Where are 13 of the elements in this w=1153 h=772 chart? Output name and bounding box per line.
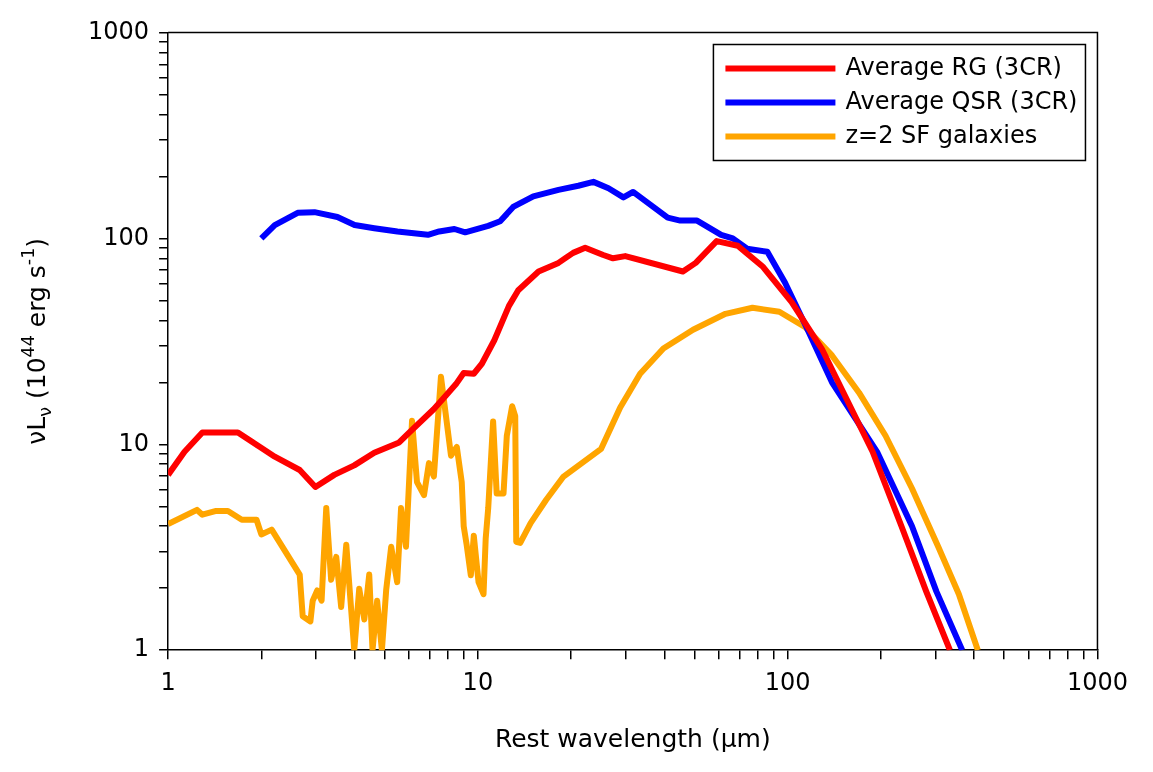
x-tick-label: 100 (764, 667, 811, 696)
x-tick-label: 1 (160, 667, 176, 696)
y-tick-label: 100 (103, 222, 150, 251)
x-tick-label: 1000 (1066, 667, 1128, 696)
x-tick-label: 10 (462, 667, 494, 696)
x-axis-title: Rest wavelength (μm) (494, 723, 771, 753)
y-tick-label: 10 (118, 428, 150, 457)
y-axis-title: νLν (1044 erg s-1) (17, 237, 56, 445)
y-tick-label: 1 (133, 634, 150, 663)
legend-label: Average QSR (3CR) (845, 86, 1078, 115)
y-tick-label: 1000 (88, 16, 150, 45)
legend-label: Average RG (3CR) (845, 52, 1062, 81)
legend-label: z=2 SF galaxies (845, 120, 1038, 149)
